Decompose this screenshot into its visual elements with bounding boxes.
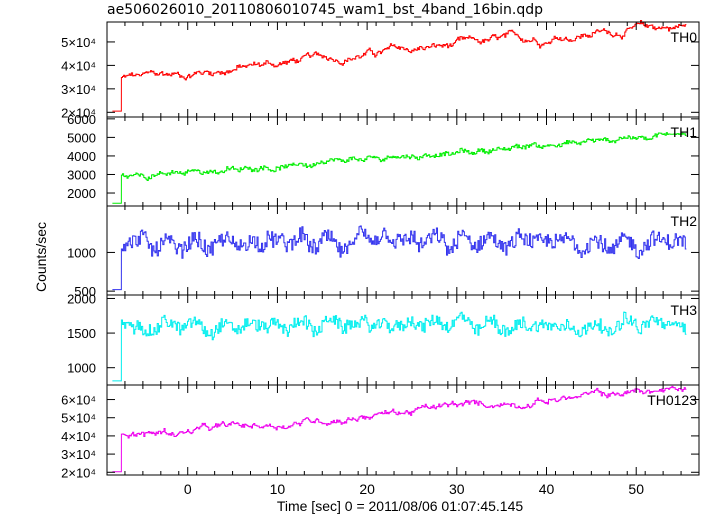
y-tick-label: 1000 bbox=[67, 361, 96, 376]
series-th0-line bbox=[112, 20, 687, 112]
y-tick-label: 1000 bbox=[67, 245, 96, 260]
y-tick-label: 5000 bbox=[67, 130, 96, 145]
y-tick-label: 3×10⁴ bbox=[61, 82, 96, 97]
x-tick-label: 0 bbox=[184, 481, 192, 497]
y-tick-label: 500 bbox=[74, 284, 96, 299]
series-th1-line bbox=[112, 132, 687, 204]
y-tick-label: 5×10⁴ bbox=[61, 411, 96, 426]
y-tick-label: 2×10⁴ bbox=[61, 465, 96, 480]
x-tick-label: 30 bbox=[449, 481, 465, 497]
y-tick-label: 3000 bbox=[67, 167, 96, 182]
series-th3-line bbox=[112, 311, 687, 382]
panel-label-th0123: TH0123 bbox=[647, 392, 697, 408]
series-th2-line bbox=[112, 225, 687, 291]
panel-label-th1: TH1 bbox=[671, 124, 698, 140]
y-axis-label: Counts/sec bbox=[33, 222, 49, 292]
panel-frame-th3 bbox=[106, 294, 700, 386]
y-tick-label: 5×10⁴ bbox=[61, 35, 96, 50]
panel-label-th3: TH3 bbox=[671, 302, 698, 318]
y-tick-label: 4×10⁴ bbox=[61, 429, 96, 444]
y-tick-label: 6×10⁴ bbox=[61, 393, 96, 408]
panel-frame-th0123 bbox=[106, 384, 700, 476]
x-tick-label: 50 bbox=[628, 481, 644, 497]
x-tick-label: 40 bbox=[539, 481, 555, 497]
y-tick-label: 2×10⁴ bbox=[61, 105, 96, 120]
x-tick-label: 20 bbox=[359, 481, 375, 497]
panel-frame-th1 bbox=[106, 116, 700, 207]
panel-label-th2: TH2 bbox=[671, 213, 698, 229]
panel-label-th0: TH0 bbox=[671, 29, 698, 45]
series-th0123-line bbox=[112, 385, 687, 473]
y-tick-label: 1500 bbox=[67, 326, 96, 341]
y-tick-label: 4000 bbox=[67, 149, 96, 164]
x-axis-label: Time [sec] 0 = 2011/08/06 01:07:45.145 bbox=[277, 498, 524, 514]
y-tick-label: 2000 bbox=[67, 186, 96, 201]
y-tick-label: 6000 bbox=[67, 112, 96, 127]
y-tick-label: 2000 bbox=[67, 291, 96, 306]
y-tick-label: 3×10⁴ bbox=[61, 447, 96, 462]
y-tick-label: 4×10⁴ bbox=[61, 58, 96, 73]
chart-title: ae506026010_20110806010745_wam1_bst_4ban… bbox=[107, 2, 544, 18]
x-tick-label: 10 bbox=[270, 481, 286, 497]
panel-frame-th0 bbox=[106, 21, 700, 118]
